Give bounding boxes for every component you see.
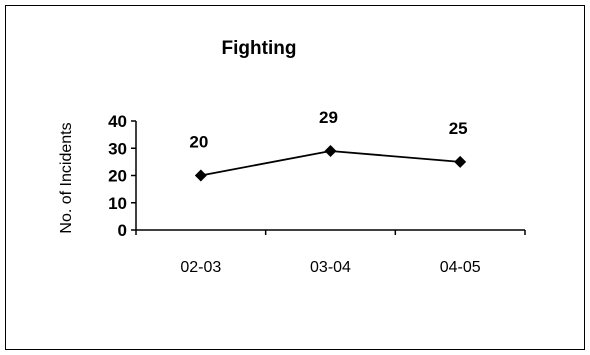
chart-title: Fighting bbox=[222, 38, 297, 59]
data-label: 29 bbox=[319, 108, 338, 127]
data-series bbox=[194, 144, 467, 182]
y-tick-label: 10 bbox=[108, 194, 127, 213]
x-tick-label: 02-03 bbox=[180, 259, 221, 276]
chart-frame bbox=[5, 5, 585, 350]
data-point-marker bbox=[324, 144, 337, 157]
y-tick-label: 30 bbox=[108, 139, 127, 158]
y-axis-label: No. of Incidents bbox=[58, 122, 75, 233]
y-tick-label: 0 bbox=[118, 221, 127, 240]
tick-labels: 0 10 20 30 40 02-03 03-04 04-05 bbox=[108, 112, 481, 276]
data-point-marker bbox=[194, 169, 207, 182]
x-tick-label: 03-04 bbox=[310, 259, 351, 276]
x-tick-label: 04-05 bbox=[440, 259, 481, 276]
data-labels: 20 29 25 bbox=[189, 108, 467, 152]
data-label: 25 bbox=[449, 119, 468, 138]
data-label: 20 bbox=[189, 133, 208, 152]
y-tick-label: 40 bbox=[108, 112, 127, 131]
data-point-marker bbox=[454, 155, 467, 168]
y-tick-label: 20 bbox=[108, 167, 127, 186]
axes bbox=[131, 120, 526, 235]
